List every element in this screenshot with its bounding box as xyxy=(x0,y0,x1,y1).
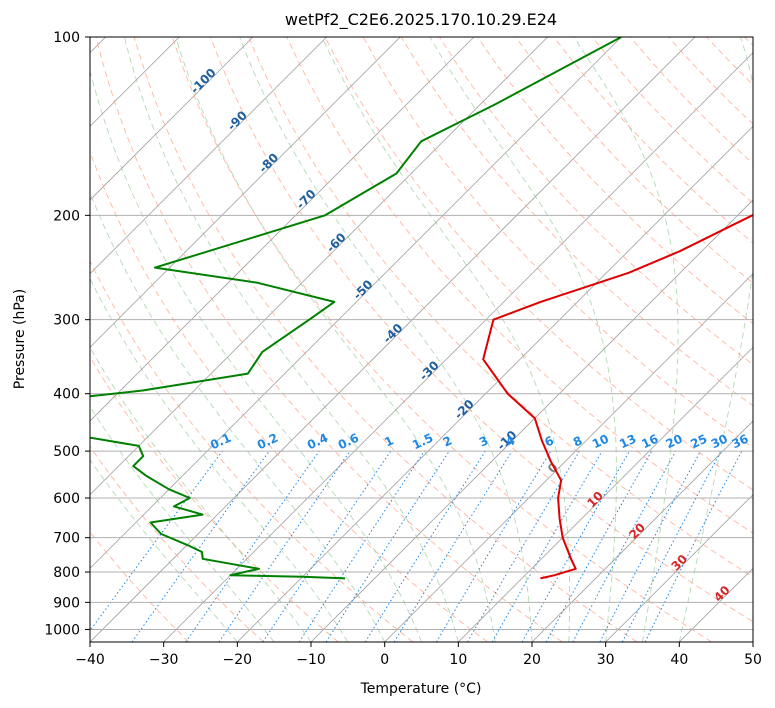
chart-title: wetPf2_C2E6.2025.170.10.29.E24 xyxy=(285,10,557,30)
x-tick-label: 20 xyxy=(523,652,541,668)
moist-adiabat xyxy=(321,37,571,642)
isotherm-line xyxy=(237,125,753,642)
mixing-ratio-line xyxy=(572,450,677,642)
moist-adiabat xyxy=(90,277,349,642)
plot-frame xyxy=(89,36,754,643)
mixing-ratio-label: 36 xyxy=(730,432,751,452)
isotherm-line xyxy=(605,494,753,642)
x-tick-label: −40 xyxy=(75,652,105,668)
mixing-ratio-line xyxy=(218,450,351,642)
mixing-ratio-line xyxy=(262,450,392,642)
temperature-profile xyxy=(482,213,753,580)
moist-adiabat xyxy=(90,69,422,642)
moist-adiabat xyxy=(90,191,386,642)
dry-adiabat xyxy=(90,445,264,642)
mixing-ratio-line xyxy=(325,450,450,642)
moist-adiabat xyxy=(90,346,312,642)
x-tick-label: −10 xyxy=(296,652,326,668)
moist-adiabat xyxy=(573,37,679,642)
mixing-ratio-line xyxy=(131,450,270,642)
y-tick-label: 1000 xyxy=(44,622,80,638)
profiles xyxy=(90,37,753,580)
y-tick-label: 900 xyxy=(53,595,80,611)
y-tick-label: 200 xyxy=(53,208,80,224)
x-tick-label: −30 xyxy=(149,652,179,668)
y-tick-label: 300 xyxy=(53,313,80,329)
dry-adiabat xyxy=(95,37,563,642)
y-tick-label: 400 xyxy=(53,387,80,403)
dewpoint-profile xyxy=(90,37,622,580)
y-tick-label: 800 xyxy=(53,565,80,581)
moist-adiabat xyxy=(90,405,275,642)
dry-adiabat xyxy=(515,37,753,284)
y-tick-label: 700 xyxy=(53,531,80,547)
dry-adiabat xyxy=(171,37,712,642)
x-tick-label: 50 xyxy=(744,652,762,668)
x-tick-label: 30 xyxy=(597,652,615,668)
mixing-ratio-line xyxy=(298,450,425,642)
isotherm-line xyxy=(90,37,548,496)
y-axis: 1000 900 800 700 600 500 400 300 200 100 xyxy=(44,30,90,638)
moist-adiabat xyxy=(239,37,533,642)
x-tick-label: 40 xyxy=(670,652,688,668)
isotherm-line xyxy=(458,346,753,642)
mixing-ratio-labels: 0.1 0.2 0.4 0.6 1 1.5 2 3 4 6 8 10 13 16 20 25 30 36 xyxy=(208,431,750,453)
dry-adiabat xyxy=(90,356,339,642)
x-tick-label: 0 xyxy=(380,652,389,668)
mixing-ratio-label: 30 xyxy=(709,432,730,452)
y-tick-label: 500 xyxy=(53,444,80,460)
mixing-ratio-label: 20 xyxy=(664,432,685,452)
mixing-ratio-label: 13 xyxy=(617,432,638,452)
mixing-ratio-line xyxy=(185,450,320,642)
mixing-ratio-label: 25 xyxy=(688,432,709,452)
moist-adiabat xyxy=(90,458,238,642)
x-tick-label: 10 xyxy=(449,652,467,668)
isotherm-line xyxy=(163,52,753,642)
y-tick-label: 100 xyxy=(53,30,80,46)
mixing-ratio-line xyxy=(393,450,513,642)
x-axis-label: Temperature (°C) xyxy=(360,681,482,697)
mixing-ratio-line xyxy=(90,450,223,632)
y-axis-label: Pressure (hPa) xyxy=(12,289,28,389)
y-tick-label: 600 xyxy=(53,491,80,507)
isotherm-line xyxy=(90,37,401,348)
x-axis: −40 −30 −20 −10 0 10 20 30 40 50 xyxy=(75,642,762,668)
isotherm-line xyxy=(531,420,753,642)
background-lines xyxy=(90,37,753,642)
mixing-ratio-label: 16 xyxy=(639,432,660,452)
mixing-ratio-line xyxy=(644,450,743,642)
moist-adiabat xyxy=(429,37,617,642)
isotherm-line xyxy=(90,37,622,569)
isotherm-line xyxy=(90,37,327,275)
mixing-ratio-line xyxy=(521,450,630,642)
moist-adiabat xyxy=(123,37,459,642)
isotherm-line xyxy=(90,37,475,422)
x-tick-label: −20 xyxy=(223,652,253,668)
dry-adiabat xyxy=(248,37,753,578)
dry-adiabat xyxy=(286,37,753,534)
mixing-ratio-label: 10 xyxy=(590,432,611,452)
pressure-gridlines xyxy=(90,37,753,630)
mixing-ratio-line xyxy=(545,450,653,642)
dry-adiabat xyxy=(324,37,753,491)
moist-adiabat xyxy=(175,37,496,642)
moist-adiabat xyxy=(678,37,753,642)
isotherm-line xyxy=(384,273,753,642)
dry-adiabat xyxy=(90,259,414,642)
isotherm-line xyxy=(90,37,254,201)
